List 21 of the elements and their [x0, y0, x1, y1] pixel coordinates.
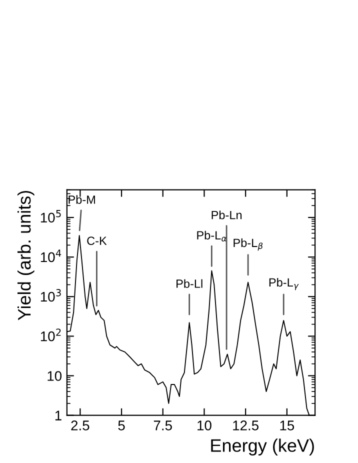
x-tick-label: 10	[198, 420, 212, 430]
annotation: Pb-Ll	[176, 279, 202, 288]
y-tick-label: 10$^{5}$	[40, 210, 61, 223]
y-tick-label: 1	[55, 410, 62, 420]
y-tick-label: 10$^{4}$	[40, 250, 62, 262]
y-tick-label: 10$^{3}$	[40, 289, 61, 302]
y-tick-label: 10	[48, 371, 62, 381]
annotation: Pb-Ln	[212, 210, 242, 220]
x-tick-label: 5	[118, 420, 125, 430]
annotation: C-K	[87, 236, 107, 246]
annotation: Pb-M	[68, 195, 95, 204]
y-tick-label: 10$^{2}$	[40, 328, 61, 342]
annotation: Pb-L$_{γ}$	[269, 278, 299, 290]
y-axis-title: Yield (arb. units)	[17, 190, 34, 320]
x-axis-title: Energy (keV)	[211, 438, 314, 456]
x-tick-label: 2.5	[71, 420, 90, 430]
annotation: Pb-L$_{β}$	[234, 238, 263, 251]
x-tick-label: 12.5	[233, 420, 259, 430]
x-tick-label: 15	[280, 420, 294, 430]
annotation: Pb-L$_{α}$	[197, 230, 227, 242]
x-tick-label: 7.5	[154, 420, 172, 430]
